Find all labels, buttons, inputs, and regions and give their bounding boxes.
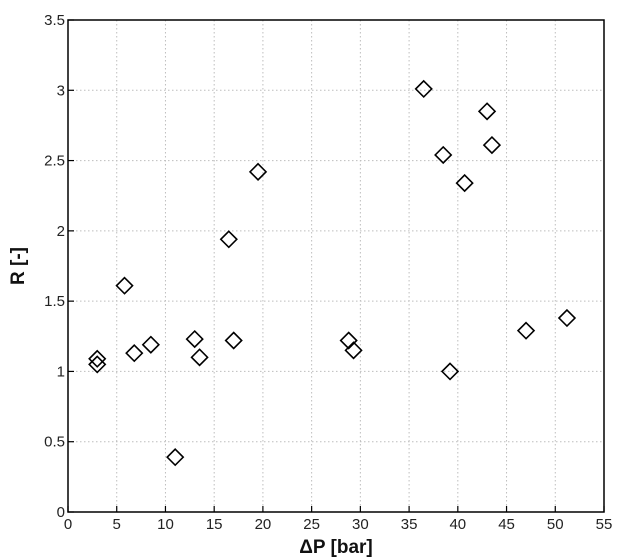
data-point-marker <box>88 355 107 374</box>
data-point-marker <box>166 448 185 467</box>
x-tick-label: 10 <box>157 516 174 533</box>
y-tick-label: 1.5 <box>44 293 65 310</box>
data-point-marker <box>434 145 453 165</box>
data-point-marker <box>115 276 134 295</box>
data-point-marker <box>557 308 577 328</box>
data-point-marker <box>482 135 502 155</box>
data-points <box>88 79 577 467</box>
y-tick-label: 2 <box>57 223 65 240</box>
data-point-marker <box>455 173 474 193</box>
data-point-marker <box>339 331 358 350</box>
data-point-marker <box>477 102 497 121</box>
x-tick-label: 40 <box>449 516 466 533</box>
plot-frame <box>67 19 605 513</box>
x-tick-label: 45 <box>498 516 515 533</box>
x-tick-label: 25 <box>303 516 320 533</box>
y-tick-label: 0 <box>57 504 65 521</box>
tick-marks <box>67 19 605 513</box>
data-point-marker <box>224 331 243 350</box>
x-tick-label: 55 <box>596 516 613 533</box>
y-axis-label: R [-] <box>8 247 29 285</box>
data-point-marker <box>414 79 433 99</box>
data-point-marker <box>248 162 268 181</box>
grid <box>68 20 604 512</box>
data-point-marker <box>344 341 363 360</box>
y-tick-label: 3 <box>57 82 65 99</box>
x-tick-label: 0 <box>64 516 72 533</box>
y-tick-label: 3.5 <box>44 12 65 29</box>
x-axis-label: ΔP [bar] <box>299 537 373 558</box>
data-point-marker <box>516 321 536 340</box>
data-point-marker <box>219 230 238 249</box>
y-tick-labels: 0 0.5 1 1.5 2 2.5 3 3.5 <box>44 12 65 521</box>
data-point-marker <box>88 349 107 368</box>
data-point-marker <box>125 344 144 363</box>
x-tick-label: 50 <box>547 516 564 533</box>
x-tick-labels: 0 5 10 15 20 25 30 35 40 45 50 55 <box>64 516 613 533</box>
y-tick-label: 0.5 <box>44 434 65 451</box>
x-tick-label: 30 <box>352 516 369 533</box>
y-tick-label: 2.5 <box>44 153 65 170</box>
data-point-marker <box>185 329 204 349</box>
x-tick-label: 20 <box>255 516 272 533</box>
x-tick-label: 15 <box>206 516 223 533</box>
data-point-marker <box>190 348 209 367</box>
x-tick-label: 5 <box>113 516 121 533</box>
x-tick-label: 35 <box>401 516 418 533</box>
y-tick-label: 1 <box>57 363 65 380</box>
data-point-marker <box>440 362 460 381</box>
data-point-marker <box>141 335 160 354</box>
